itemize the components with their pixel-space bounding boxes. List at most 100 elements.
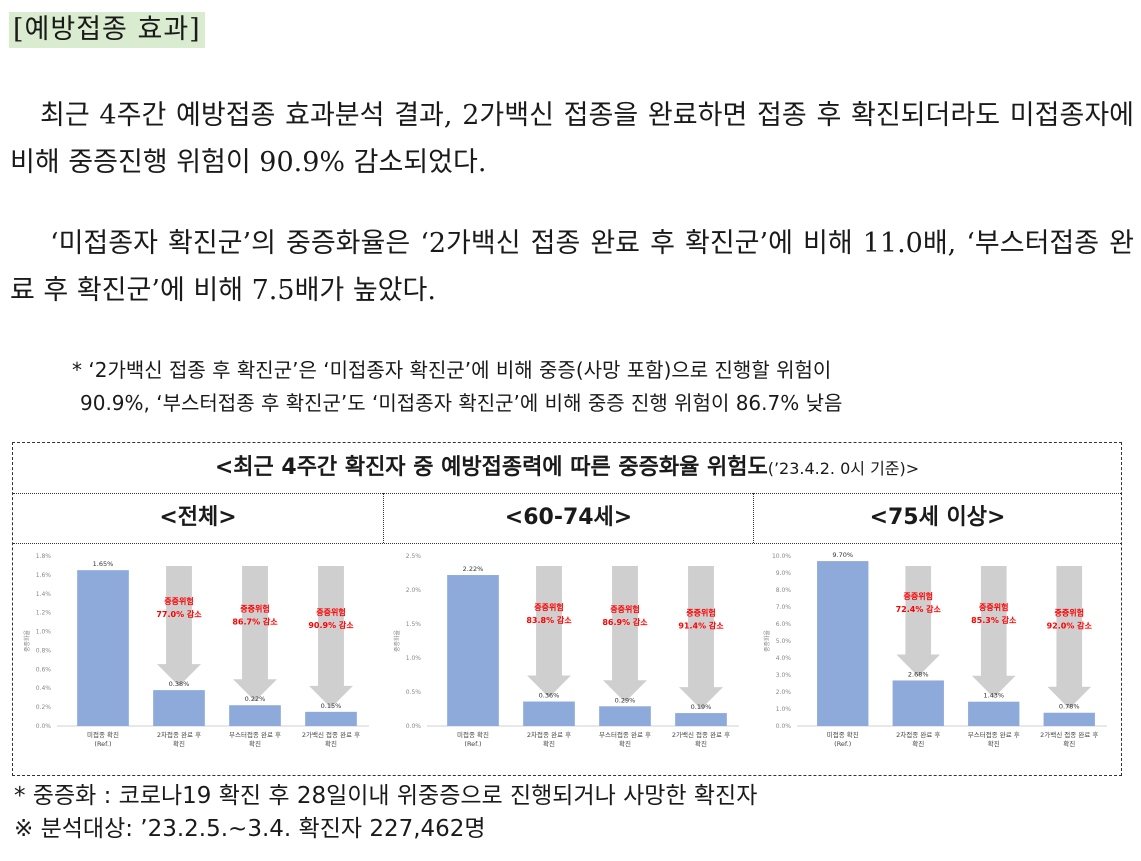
risk-label: 중증위험 xyxy=(240,604,269,614)
chart-75-plus: 중증화율 0.0% 1.0% 2.0% 3.0% 4.0% 5.0% 6.0% 7.0% 8.0%… xyxy=(764,551,1107,748)
data-label: 0.19% xyxy=(691,703,712,711)
x-tick-label: 확진 xyxy=(325,739,337,748)
risk-label: 85.3% 감소 xyxy=(971,615,1017,625)
y-tick-label: 0.6% xyxy=(36,666,52,673)
y-axis-label: 중증화율 xyxy=(394,629,401,652)
y-tick-label: 1.6% xyxy=(36,572,52,579)
data-label: 0.22% xyxy=(245,695,266,703)
decrease-arrow xyxy=(233,566,277,702)
bar xyxy=(817,561,869,726)
y-tick-label: 0.2% xyxy=(36,704,52,711)
y-tick-label: 0.0% xyxy=(406,723,422,730)
risk-label: 90.9% 감소 xyxy=(308,620,354,630)
chart-box-title: <최근 4주간 확진자 중 예방접종력에 따른 중증화율 위험도(’23.4.2… xyxy=(13,443,1121,494)
x-tick-label: 미접종 확진 xyxy=(827,730,859,739)
bar xyxy=(892,680,944,726)
data-label: 2.22% xyxy=(463,565,484,573)
y-tick-label: 7.0% xyxy=(776,604,792,611)
decrease-arrow xyxy=(157,566,201,687)
y-tick-label: 2.5% xyxy=(406,553,422,560)
risk-label: 중증위험 xyxy=(904,591,933,601)
data-label: 1.65% xyxy=(93,560,114,568)
x-tick-label: 미접종 확진 xyxy=(87,730,119,739)
chart-box-title-main: <최근 4주간 확진자 중 예방접종력에 따른 중증화율 위험도 xyxy=(214,455,768,480)
risk-label: 72.4% 감소 xyxy=(896,604,942,614)
y-tick-label: 1.4% xyxy=(36,591,52,598)
y-tick-label: 3.0% xyxy=(776,672,792,679)
y-tick-label: 1.5% xyxy=(406,621,422,628)
bar xyxy=(1043,712,1095,726)
risk-note-line1: * ‘2가백신 접종 후 확진군’은 ‘미접종자 확진군’에 비해 중증(사망 … xyxy=(72,358,832,382)
x-tick-label: 2차접종 완료 후 xyxy=(157,730,201,739)
risk-label: 중증위험 xyxy=(686,608,715,618)
data-label: 0.78% xyxy=(1059,703,1080,711)
chart-box-title-date: (’23.4.2. 0시 기준)> xyxy=(767,459,920,478)
bar xyxy=(447,575,499,726)
bar xyxy=(599,706,651,726)
y-axis-label: 중증화율 xyxy=(24,629,31,652)
y-tick-label: 5.0% xyxy=(776,638,792,645)
column-header-60-74: <60-74세> xyxy=(384,493,753,544)
risk-label: 86.7% 감소 xyxy=(232,617,278,627)
column-header-75-plus: <75세 이상> xyxy=(754,493,1121,544)
x-tick-label: 확진 xyxy=(543,739,555,748)
x-tick-label: 2차접종 완료 후 xyxy=(527,730,571,739)
decrease-arrow xyxy=(896,566,941,677)
column-divider xyxy=(383,493,384,543)
y-tick-label: 1.0% xyxy=(36,629,52,636)
risk-label: 중증위험 xyxy=(979,602,1008,612)
x-tick-label: 부스터접종 완료 후 xyxy=(229,730,281,739)
risk-label: 91.4% 감소 xyxy=(678,621,724,631)
decrease-arrow xyxy=(971,566,1016,698)
chart-60-74: 중증화율 0.0% 0.5% 1.0% 1.5% 2.0% 2.5% 2.22% 미접종 확진(… xyxy=(394,553,739,748)
summary-paragraph-2: ‘미접종자 확진군’의 중증화율은 ‘2가백신 접종 완료 후 확진군’에 비해… xyxy=(10,228,1134,306)
x-tick-label: 미접종 확진 xyxy=(457,730,489,739)
y-tick-label: 9.0% xyxy=(776,570,792,577)
bar xyxy=(968,701,1020,726)
risk-label: 중증위험 xyxy=(164,596,193,606)
footnote-definition: * 중증화 : 코로나19 확진 후 28일이내 위중증으로 진행되거나 사망한… xyxy=(14,783,758,809)
bar xyxy=(675,713,727,726)
x-tick-label: 확진 xyxy=(695,739,707,748)
y-tick-label: 0.0% xyxy=(36,723,52,730)
risk-label: 86.9% 감소 xyxy=(602,617,648,627)
x-tick-label: 확진 xyxy=(1063,739,1075,748)
x-tick-label: 2차접종 완료 후 xyxy=(896,730,940,739)
x-tick-label: 2가백신 접종 완료 후 xyxy=(1040,730,1098,739)
y-tick-label: 0.5% xyxy=(406,689,422,696)
bar xyxy=(77,570,129,726)
x-tick-label: 확진 xyxy=(173,739,185,748)
risk-label: 83.8% 감소 xyxy=(526,615,572,625)
y-tick-label: 6.0% xyxy=(776,621,792,628)
data-label: 0.38% xyxy=(169,680,190,688)
x-tick-label: 부스터접종 완료 후 xyxy=(968,730,1020,739)
x-tick-label: (Ref.) xyxy=(94,740,111,748)
risk-label: 92.0% 감소 xyxy=(1047,620,1093,630)
bar xyxy=(523,701,575,726)
chart-all: 중증화율 0.0% 0.2% 0.4% 0.6% 0.8% 1.0% 1.2% 1.4% 1.6%… xyxy=(24,553,369,748)
y-tick-label: 0.4% xyxy=(36,685,52,692)
footnote-analysis-target: ※ 분석대상: ’23.2.5.~3.4. 확진자 227,462명 xyxy=(14,816,486,842)
risk-label: 중증위험 xyxy=(1055,607,1084,617)
x-tick-label: (Ref.) xyxy=(834,740,851,748)
chart-box: <최근 4주간 확진자 중 예방접종력에 따른 중증화율 위험도(’23.4.2… xyxy=(12,442,1122,776)
y-tick-label: 2.0% xyxy=(406,587,422,594)
decrease-arrow xyxy=(679,566,723,710)
risk-label: 중증위험 xyxy=(316,607,345,617)
decrease-arrow xyxy=(309,566,353,708)
data-label: 0.36% xyxy=(539,692,560,700)
risk-note: * ‘2가백신 접종 후 확진군’은 ‘미접종자 확진군’에 비해 중증(사망 … xyxy=(72,354,1136,420)
risk-label: 중증위험 xyxy=(610,604,639,614)
column-divider xyxy=(753,493,754,543)
x-tick-label: 확진 xyxy=(912,739,924,748)
y-tick-label: 2.0% xyxy=(776,689,792,696)
decrease-arrow xyxy=(603,566,647,703)
y-tick-label: 1.8% xyxy=(36,553,52,560)
x-tick-label: 2가백신 접종 완료 후 xyxy=(302,730,360,739)
summary-paragraph-1: 최근 4주간 예방접종 효과분석 결과, 2가백신 접종을 완료하면 접종 후 … xyxy=(10,100,1134,178)
data-label: 0.29% xyxy=(615,696,636,704)
y-tick-label: 8.0% xyxy=(776,587,792,594)
data-label: 1.43% xyxy=(983,692,1004,700)
y-tick-label: 10.0% xyxy=(772,553,791,560)
risk-note-line2: 90.9%, ‘부스터접종 후 확진군’도 ‘미접종자 확진군’에 비해 중증 … xyxy=(80,391,843,415)
